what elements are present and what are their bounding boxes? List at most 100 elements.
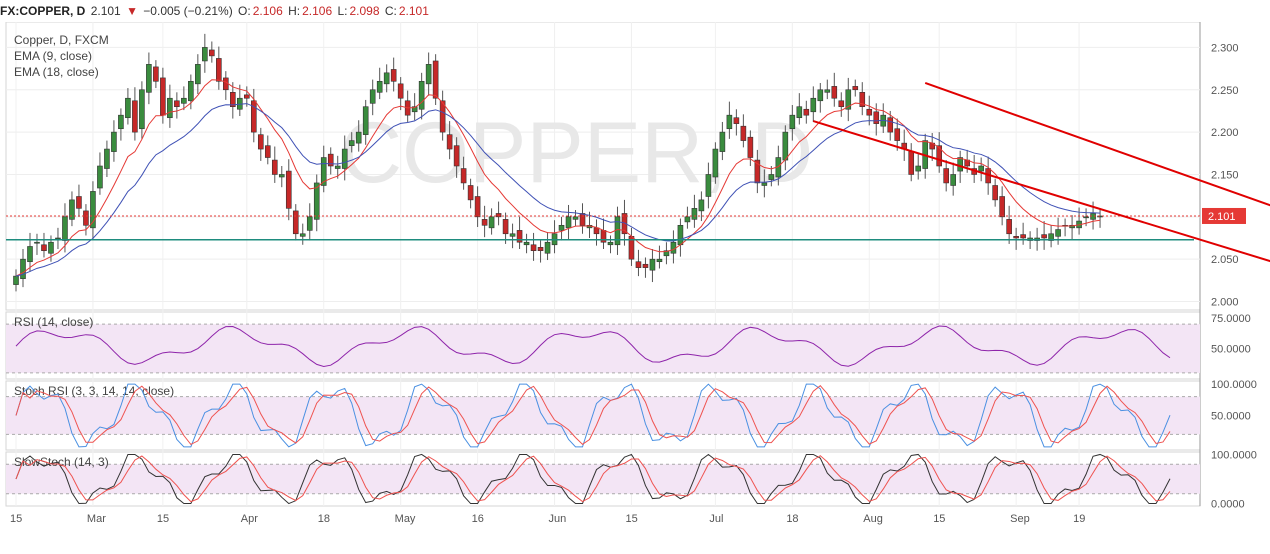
candle-body (62, 216, 68, 241)
candle-body (418, 80, 425, 110)
candle-body (810, 97, 817, 113)
candle-body (740, 125, 747, 141)
y-tick-label: 2.050 (1211, 254, 1239, 266)
candle-body (726, 114, 733, 130)
candle-body (915, 165, 922, 172)
candle-body (684, 216, 691, 223)
x-tick-label: May (395, 513, 416, 525)
ema9-line (15, 79, 1101, 277)
candle-body (607, 241, 614, 246)
candle-body (803, 108, 810, 116)
candle-body (747, 136, 754, 158)
candle-body (621, 213, 628, 235)
candle-body (509, 233, 516, 237)
candle-body (936, 145, 943, 167)
candle-body (13, 275, 19, 285)
candle-body (838, 100, 845, 108)
legend-entry: Copper, D, FXCM (14, 33, 109, 47)
candle-body (439, 100, 446, 133)
oscillator-band (6, 324, 1200, 373)
candle-body (719, 131, 726, 152)
candle-body (544, 241, 551, 254)
candle-body (327, 153, 334, 167)
candle-body (761, 182, 768, 186)
candle-body (111, 131, 117, 152)
candle-body (278, 174, 285, 178)
candle-body (663, 250, 670, 257)
oscillator-band (6, 464, 1200, 494)
slowstoch-d-line (15, 455, 1171, 503)
candle-body (174, 100, 180, 108)
candle-body (250, 100, 257, 133)
candle-body (635, 261, 642, 268)
candle-body (894, 128, 901, 141)
candle-body (677, 224, 684, 246)
candle-body (411, 106, 418, 113)
candle-body (950, 174, 956, 186)
candle-body (146, 64, 152, 93)
candle-body (1006, 219, 1012, 235)
candle-body (733, 117, 740, 124)
candle-body (125, 97, 131, 119)
legend-entry: EMA (18, close) (14, 65, 99, 79)
candle-body (390, 69, 397, 82)
candle-body (957, 157, 963, 172)
candle-body (1083, 216, 1089, 219)
candle-body (656, 258, 663, 263)
chart-header: FX:COPPER, D 2.101 ▼ −0.005 (−0.21%) O: 2… (0, 0, 1270, 22)
stoch-k-line (15, 383, 1171, 448)
candle-body (978, 165, 984, 172)
x-tick-label: 16 (472, 513, 484, 525)
candle-body (887, 117, 894, 133)
low-value: 2.098 (349, 4, 380, 18)
candle-body (1069, 224, 1075, 229)
candle-body (104, 148, 110, 169)
candle-body (188, 80, 194, 102)
candle-body (502, 219, 509, 235)
osc-y-tick-label: 100.0000 (1211, 379, 1257, 391)
candle-body (460, 168, 467, 184)
slowstoch-k-line (15, 453, 1171, 505)
candle-body (369, 89, 376, 104)
candle-body (705, 174, 712, 197)
osc-y-tick-label: 100.0000 (1211, 449, 1257, 461)
x-tick-label: 15 (933, 513, 945, 525)
candle-body (782, 131, 789, 161)
candle-body (481, 219, 488, 226)
watermark: COPPER, D (340, 105, 813, 201)
candle-body (572, 216, 579, 220)
candle-body (642, 263, 649, 268)
candle-body (516, 230, 523, 243)
candle-body (167, 97, 173, 119)
candle-body (160, 77, 166, 116)
close-label: C: (384, 4, 397, 18)
candle-body (873, 111, 880, 124)
candle-body (139, 89, 145, 130)
osc-title: SlowStoch (14, 3) (14, 455, 109, 469)
candle-body (1041, 234, 1047, 239)
high-value: 2.106 (302, 4, 333, 18)
candle-body (97, 165, 103, 189)
candle-body (69, 199, 75, 220)
symbol-label: FX:COPPER, D (0, 4, 86, 18)
candle-body (1013, 236, 1019, 239)
y-tick-label: 2.300 (1211, 42, 1239, 54)
last-price: 2.101 (90, 4, 121, 18)
x-tick-label: Mar (87, 513, 106, 525)
high-label: H: (288, 4, 301, 18)
candle-body (796, 106, 803, 119)
candle-body (118, 114, 124, 130)
candle-body (649, 258, 656, 271)
x-tick-label: 15 (10, 513, 22, 525)
candle-body (230, 92, 236, 108)
candle-body (992, 185, 998, 201)
candle-body (341, 148, 348, 169)
candle-body (537, 247, 544, 252)
candle-body (271, 159, 278, 175)
candle-body (299, 233, 306, 237)
legend-entry: EMA (9, close) (14, 49, 92, 63)
candle-body (768, 174, 775, 180)
candle-body (132, 100, 138, 133)
x-tick-label: 18 (786, 513, 798, 525)
chart-svg[interactable]: 2.3002.2502.2002.1502.1002.0502.00015Mar… (0, 22, 1270, 554)
